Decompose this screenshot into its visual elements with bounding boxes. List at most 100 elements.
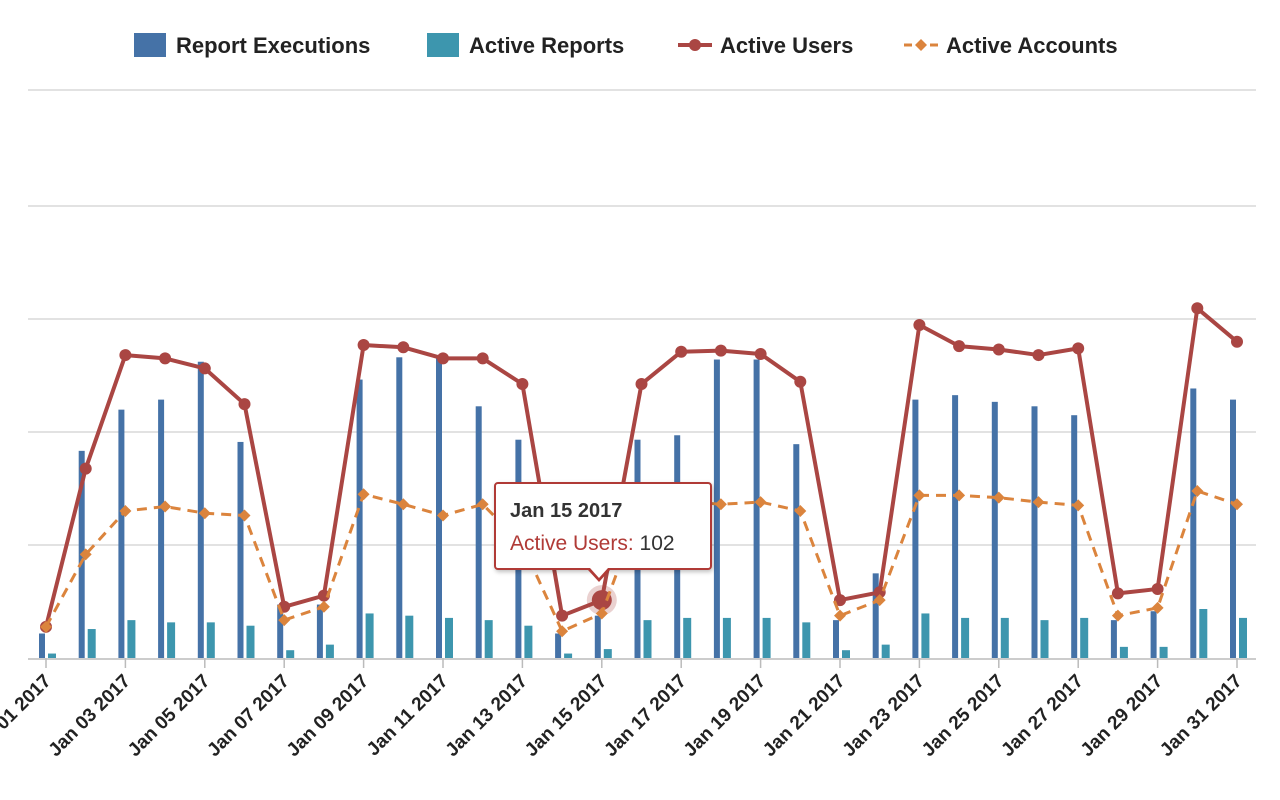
- point-active-users-7: [317, 589, 330, 602]
- x-tick-label: Jan 31 2017: [1156, 671, 1246, 761]
- point-active-users-18: [754, 347, 767, 360]
- legend-item-active-accounts: Active Accounts: [904, 33, 1118, 58]
- point-active-users-15: [635, 378, 648, 391]
- bar-report-executions-14: [594, 615, 601, 658]
- legend-item-active-users: Active Users: [678, 33, 853, 58]
- point-active-users-22: [913, 318, 926, 331]
- bar-report-executions-23: [952, 395, 959, 658]
- point-active-accounts-1: [79, 548, 92, 561]
- legend: Report Executions Active Reports Active Us…: [134, 33, 1118, 58]
- bar-active-reports-15: [643, 620, 652, 658]
- x-tick-label: Jan 29 2017: [1077, 671, 1167, 761]
- bar-active-reports-16: [683, 617, 692, 658]
- tooltip-series-label: Active Users:: [510, 532, 634, 555]
- point-active-accounts-3: [159, 500, 172, 513]
- point-active-accounts-11: [476, 498, 489, 511]
- bar-active-reports-24: [1000, 617, 1009, 658]
- point-active-users-13: [556, 609, 569, 622]
- point-active-accounts-14: [595, 607, 608, 620]
- bar-report-executions-13: [555, 633, 562, 658]
- x-tick-label: Jan 05 2017: [124, 671, 214, 761]
- legend-label: Report Executions: [176, 33, 370, 58]
- tooltip: Jan 15 2017 Active Users: 102: [494, 482, 712, 570]
- bar-report-executions-26: [1071, 415, 1078, 658]
- bar-active-reports-21: [881, 644, 890, 658]
- point-active-accounts-20: [834, 609, 846, 622]
- line-active-users: [44, 306, 1239, 628]
- bar-active-reports-1: [87, 629, 96, 658]
- bar-active-reports-25: [1040, 620, 1049, 658]
- point-active-users-28: [1151, 582, 1164, 595]
- bar-active-reports-13: [564, 653, 573, 658]
- bar-active-reports-0: [48, 653, 56, 658]
- bar-report-executions-29: [1190, 388, 1197, 658]
- point-active-accounts-7: [317, 600, 330, 613]
- bar-report-executions-25: [1031, 406, 1038, 658]
- point-active-accounts-2: [119, 504, 132, 517]
- bar-active-reports-17: [722, 617, 731, 658]
- legend-swatch: [427, 33, 459, 57]
- point-active-users-19: [794, 375, 807, 388]
- point-active-users-23: [953, 340, 966, 353]
- point-active-users-27: [1111, 587, 1124, 600]
- bar-active-reports-8: [365, 613, 374, 658]
- point-active-accounts-0: [40, 620, 52, 633]
- bar-active-reports-26: [1080, 617, 1089, 658]
- x-tick-label: Jan 23 2017: [839, 671, 929, 761]
- point-active-users-24: [992, 343, 1005, 356]
- point-active-users-25: [1032, 349, 1045, 362]
- point-active-users-14: [591, 590, 612, 611]
- x-tick-label: Jan 17 2017: [600, 671, 690, 761]
- bar-report-executions-20: [833, 620, 839, 658]
- point-active-accounts-25: [1032, 496, 1045, 509]
- point-active-users-11: [476, 352, 489, 365]
- point-active-users-29: [1191, 302, 1204, 315]
- bar-active-reports-5: [246, 625, 255, 658]
- legend-label: Active Users: [720, 33, 853, 58]
- point-active-accounts-21: [873, 594, 886, 607]
- x-tick-label: Jan 15 2017: [521, 671, 611, 761]
- point-active-accounts-18: [754, 496, 767, 509]
- point-active-users-5: [238, 398, 251, 411]
- x-tick-label: Jan 11 2017: [363, 671, 453, 761]
- point-active-users-12: [516, 378, 529, 391]
- point-active-users-3: [159, 352, 172, 365]
- x-tick-label: Jan 13 2017: [442, 671, 532, 761]
- legend-label: Active Accounts: [946, 33, 1118, 58]
- bar-active-reports-27: [1119, 646, 1128, 658]
- legend-marker: [689, 39, 701, 51]
- bar-report-executions-4: [197, 361, 204, 658]
- bar-active-reports-4: [206, 622, 215, 658]
- bar-active-reports-6: [286, 650, 295, 658]
- point-active-accounts-24: [992, 491, 1005, 504]
- point-active-accounts-27: [1111, 609, 1124, 622]
- point-active-users-26: [1072, 342, 1085, 355]
- point-active-users-1: [79, 462, 92, 475]
- point-active-accounts-29: [1191, 484, 1204, 497]
- chart-lines: [40, 302, 1243, 638]
- bar-active-reports-18: [762, 617, 771, 658]
- bar-active-reports-12: [524, 625, 533, 658]
- tooltip-value: 102: [639, 532, 675, 555]
- x-tick-label: Jan 09 2017: [283, 671, 373, 761]
- legend-label: Active Reports: [469, 33, 624, 58]
- bar-active-reports-11: [484, 620, 493, 658]
- point-active-users-4: [198, 362, 211, 375]
- bar-active-reports-22: [921, 613, 930, 658]
- point-active-users-8: [357, 339, 370, 352]
- bar-report-executions-18: [753, 359, 760, 658]
- point-active-accounts-19: [794, 504, 807, 517]
- bar-active-reports-14: [603, 649, 612, 658]
- bar-active-reports-3: [167, 622, 176, 658]
- point-active-accounts-26: [1072, 499, 1085, 512]
- point-active-users-30: [1231, 335, 1243, 348]
- point-active-accounts-8: [357, 488, 370, 501]
- x-tick-label: Jan 27 2017: [997, 671, 1087, 761]
- x-tick-label: Jan 07 2017: [203, 671, 293, 761]
- bar-report-executions-3: [158, 399, 165, 658]
- x-tick-label: Jan 21 2017: [759, 671, 849, 761]
- bar-report-executions-8: [356, 379, 363, 658]
- bar-active-reports-10: [445, 617, 453, 658]
- bar-active-reports-23: [961, 617, 970, 658]
